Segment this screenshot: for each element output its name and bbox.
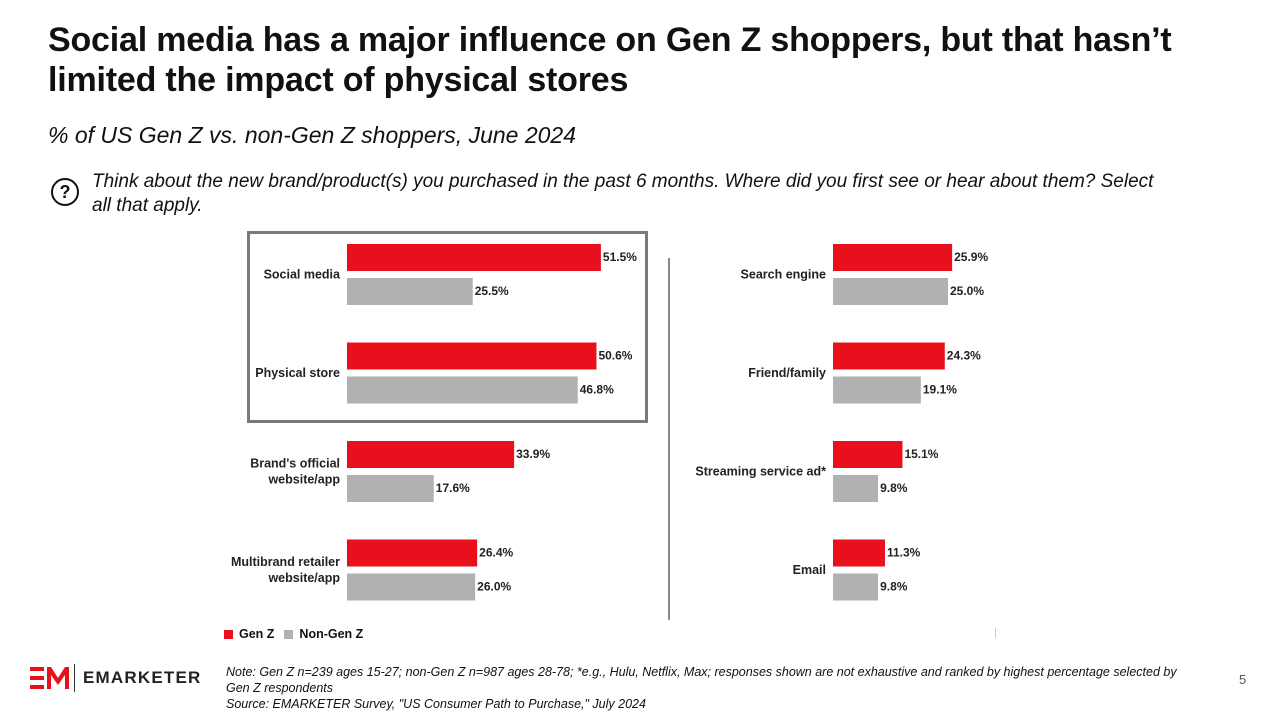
bar-non-gen-z-social-media [347,278,473,305]
legend-label: Non-Gen Z [299,627,364,641]
category-group-multibrand-retailer-website-app: 26.4% 26.0% Multibrand retailer website/app [231,539,514,601]
bar-non-gen-z-multibrand-retailer-website-app [347,573,476,601]
value-label-gen-z-multibrand-retailer-website-app: 26.4% [479,546,513,560]
bar-non-gen-z-friend-family [833,376,921,404]
value-label-gen-z-streaming-service-ad: 15.1% [904,447,938,461]
category-group-social-media: 51.5% 25.5% Social media [264,244,637,305]
bar-non-gen-z-physical-store [347,376,578,404]
category-label-friend-family: Friend/family [748,366,826,380]
category-label-search-engine: Search engine [741,268,826,282]
category-label-multibrand-retailer-website-app: Multibrand retailer website/app [231,555,340,585]
category-label-brand-s-official-website-app: Brand's official website/app [250,457,340,487]
source-text: Source: EMARKETER Survey, "US Consumer P… [226,697,646,711]
logo-separator [74,664,75,692]
logo-text: EMARKETER [83,668,202,687]
legend-swatch-gen-z [224,629,233,639]
value-label-gen-z-friend-family: 24.3% [947,349,981,363]
bar-non-gen-z-brand-s-official-website-app [347,475,434,502]
value-label-non-gen-z-friend-family: 19.1% [923,383,957,397]
decorative-tick [995,628,996,638]
category-label-email: Email [793,563,826,577]
category-label-physical-store: Physical store [255,366,340,380]
legend: Gen Z Non-Gen Z [224,627,367,641]
category-label-streaming-service-ad: Streaming service ad* [695,465,826,479]
footnote: Note: Gen Z n=239 ages 15-27; non-Gen Z … [226,664,1186,712]
em-logo-mark-icon [30,667,69,689]
value-label-gen-z-search-engine: 25.9% [954,250,988,264]
value-label-non-gen-z-email: 9.8% [880,580,908,594]
value-label-non-gen-z-social-media: 25.5% [475,284,509,298]
survey-question: Think about the new brand/product(s) you… [92,171,1154,216]
value-label-non-gen-z-search-engine: 25.0% [950,284,984,298]
category-group-search-engine: 25.9% 25.0% Search engine [741,244,988,305]
value-label-non-gen-z-physical-store: 46.8% [580,383,614,397]
category-group-physical-store: 50.6% 46.8% Physical store [255,342,633,404]
category-group-brand-s-official-website-app: 33.9% 17.6% Brand's official website/app [250,441,550,502]
category-label-social-media: Social media [264,268,341,282]
bar-gen-z-multibrand-retailer-website-app [347,539,478,567]
bar-non-gen-z-streaming-service-ad [833,475,879,502]
value-label-gen-z-brand-s-official-website-app: 33.9% [516,447,550,461]
category-group-friend-family: 24.3% 19.1% Friend/family [748,342,981,404]
chart-title: Social media has a major influence on Ge… [48,21,1172,99]
bar-gen-z-streaming-service-ad [833,441,903,468]
emarketer-logo: EMARKETER [30,664,201,692]
value-label-gen-z-social-media: 51.5% [603,250,637,264]
question-circle-icon: ? [51,178,79,206]
highlight-box [247,231,648,423]
category-group-streaming-service-ad: 15.1% 9.8% Streaming service ad* [695,441,939,502]
value-label-non-gen-z-multibrand-retailer-website-app: 26.0% [477,580,511,594]
legend-item-non-gen-z: Non-Gen Z [284,627,363,641]
legend-swatch-non-gen-z [284,629,294,639]
value-label-gen-z-email: 11.3% [887,546,921,560]
note-text: Note: Gen Z n=239 ages 15-27; non-Gen Z … [226,665,1177,695]
bar-gen-z-email [833,539,885,567]
legend-label: Gen Z [239,627,275,641]
panel-divider [668,258,670,620]
chart-subtitle: % of US Gen Z vs. non-Gen Z shoppers, Ju… [48,122,577,148]
bar-gen-z-search-engine [833,244,953,271]
category-group-email: 11.3% 9.8% Email [793,539,921,601]
value-label-gen-z-physical-store: 50.6% [598,349,632,363]
legend-item-gen-z: Gen Z [224,627,274,641]
bar-non-gen-z-search-engine [833,278,948,305]
bar-gen-z-social-media [347,244,601,271]
bar-non-gen-z-email [833,573,879,601]
page-number: 5 [1239,672,1247,687]
value-label-non-gen-z-brand-s-official-website-app: 17.6% [436,481,470,495]
value-label-non-gen-z-streaming-service-ad: 9.8% [880,481,908,495]
bar-gen-z-brand-s-official-website-app [347,441,515,468]
bar-gen-z-friend-family [833,342,945,370]
bar-gen-z-physical-store [347,342,597,370]
